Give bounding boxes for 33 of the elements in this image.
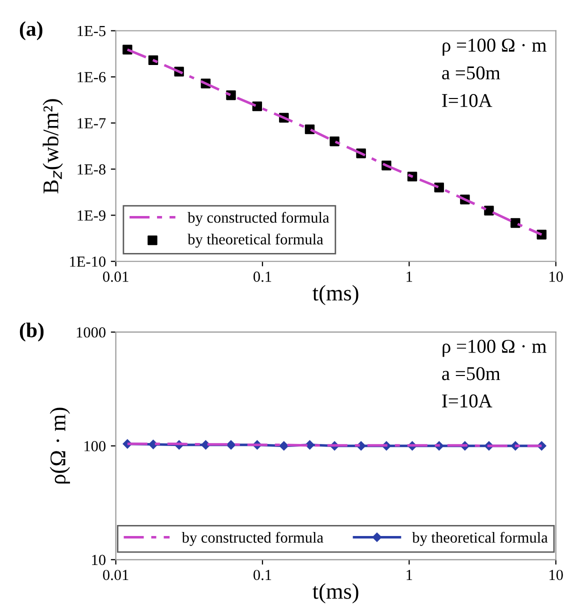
legend-label: by theoretical formula	[412, 532, 548, 546]
x-axis-title: t(ms)	[312, 284, 358, 306]
x-tick-label: 0.01	[103, 570, 128, 580]
y-tick-label: 10	[92, 554, 106, 566]
annotation: ρ =100 Ω · m	[442, 340, 546, 357]
y-tick-label: 1000	[76, 327, 106, 338]
annotation: a =50m	[442, 367, 500, 380]
x-tick-label: 0.1	[254, 272, 272, 282]
y-tick-label: 1E-8	[78, 164, 106, 175]
y-axis-title: B$_{z}$(wb/m²)	[42, 99, 63, 194]
x-tick-label: 0.01	[103, 272, 128, 282]
y-tick-label: 1E-9	[78, 210, 106, 221]
x-tick-label: 10	[550, 272, 563, 282]
y-tick-label: 1E-10	[70, 256, 106, 267]
x-axis-title: t(ms)	[312, 583, 358, 604]
annotation: a =50m	[442, 66, 500, 80]
x-tick-label: 10	[550, 570, 563, 580]
y-tick-label: 100	[84, 441, 106, 452]
y-tick-label: 1E-7	[78, 118, 106, 128]
x-tick-label: 0.1	[254, 570, 272, 580]
x-tick-label: 1	[406, 272, 412, 282]
annotation: I=10A	[442, 394, 492, 408]
y-tick-label: 1E-5	[78, 26, 106, 36]
y-tick-label: 1E-6	[78, 72, 106, 82]
legend-label: by theoretical formula	[188, 234, 324, 248]
annotation: I=10A	[442, 94, 492, 108]
y-axis-title: ρ(Ω · m)	[50, 408, 70, 484]
annotation: ρ =100 Ω · m	[442, 38, 546, 56]
legend-label: by constructed formula	[182, 532, 324, 546]
x-tick-label: 1	[406, 570, 412, 580]
chart-title: (a)	[20, 21, 42, 40]
legend-label: by constructed formula	[188, 212, 330, 226]
chart-title: (b)	[20, 322, 44, 342]
